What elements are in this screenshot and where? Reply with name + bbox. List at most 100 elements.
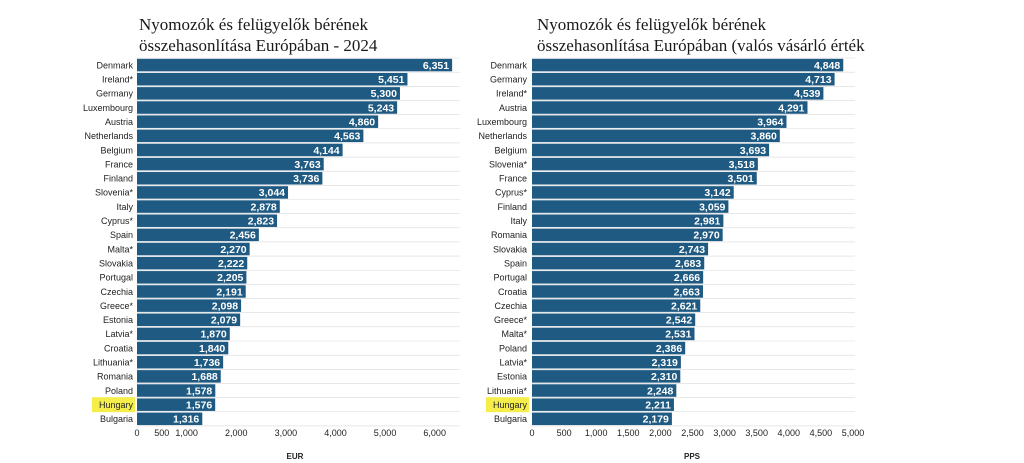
bar	[137, 228, 259, 242]
category-label: Germany	[96, 89, 134, 99]
category-label: Lithuania*	[93, 358, 134, 368]
data-label: 2,248	[647, 385, 673, 397]
bar	[532, 299, 701, 312]
data-label: 4,291	[778, 102, 804, 114]
tick-label: 3,000	[713, 428, 736, 438]
left-chart-title-line1: Nyomozók és felügyelők bérének	[139, 15, 368, 34]
tick-label: 2,000	[225, 428, 248, 438]
bar	[137, 341, 229, 355]
bar	[137, 398, 216, 411]
bar	[137, 384, 216, 397]
tick-label: 3,500	[745, 428, 768, 438]
category-label: Bulgaria	[100, 414, 133, 424]
tick-label: 500	[154, 428, 169, 438]
data-label: 2,205	[217, 272, 243, 284]
category-label: Italy	[116, 202, 133, 212]
bar	[137, 214, 278, 227]
bar	[137, 72, 408, 86]
data-label: 3,059	[699, 201, 725, 213]
data-label: 2,823	[248, 216, 274, 228]
bar	[532, 412, 672, 426]
bar	[137, 58, 453, 72]
right-chart-title-line2: összehasonlítása Európában (valós vásárl…	[537, 36, 865, 55]
bar	[532, 384, 677, 397]
category-label: Poland	[105, 386, 133, 396]
bar	[137, 355, 224, 369]
data-label: 1,736	[194, 357, 220, 369]
data-label: 6,351	[423, 60, 449, 72]
data-label: 2,098	[212, 300, 238, 312]
left-chart-title-line2: összehasonlítása Európában - 2024	[139, 36, 378, 55]
bar	[532, 341, 686, 355]
bar	[532, 143, 770, 157]
bar	[532, 214, 724, 227]
data-label: 3,518	[729, 159, 755, 171]
data-label: 3,860	[751, 131, 777, 143]
tick-label: 2,000	[649, 428, 672, 438]
tick-label: 6,000	[423, 428, 446, 438]
bar	[532, 313, 696, 327]
data-label: 2,542	[666, 315, 692, 327]
bar	[532, 327, 695, 341]
data-label: 1,870	[200, 329, 226, 341]
bar	[532, 101, 808, 114]
category-label: Hungary	[99, 400, 134, 410]
data-label: 2,310	[651, 371, 677, 383]
tick-label: 0	[134, 428, 139, 438]
x-axis-label: EUR	[287, 452, 304, 461]
data-label: 3,501	[727, 173, 753, 185]
category-label: Belgium	[100, 145, 133, 155]
data-label: 2,970	[693, 230, 719, 242]
data-label: 4,539	[794, 88, 820, 100]
data-label: 4,144	[313, 145, 339, 157]
data-label: 2,878	[251, 201, 277, 213]
tick-label: 3,000	[275, 428, 298, 438]
data-label: 3,763	[294, 159, 320, 171]
bar	[532, 129, 780, 143]
category-label: Czechia	[100, 287, 133, 297]
data-label: 5,243	[368, 102, 394, 114]
data-label: 2,743	[679, 244, 705, 256]
data-label: 2,179	[643, 414, 669, 426]
bar	[532, 58, 844, 72]
data-label: 3,964	[757, 116, 783, 128]
data-label: 4,713	[805, 74, 831, 86]
data-label: 2,222	[218, 258, 244, 270]
data-label: 2,683	[675, 258, 701, 270]
data-label: 2,666	[674, 272, 700, 284]
bar	[137, 87, 400, 100]
data-label: 3,693	[740, 145, 766, 157]
x-axis-label: PPS	[684, 452, 701, 461]
data-label: 4,848	[814, 60, 840, 72]
bar	[532, 172, 757, 185]
category-label: Italy	[510, 216, 527, 226]
data-label: 2,079	[211, 315, 237, 327]
category-label: Slovakia	[99, 258, 133, 268]
bar	[137, 129, 364, 143]
category-label: Romania	[97, 372, 133, 382]
bar	[532, 200, 729, 213]
bar	[137, 299, 242, 312]
data-label: 2,191	[216, 286, 242, 298]
category-label: Malta*	[107, 244, 133, 254]
data-label: 1,578	[186, 385, 212, 397]
tick-label: 2,500	[681, 428, 704, 438]
tick-label: 4,000	[324, 428, 347, 438]
bar	[137, 242, 250, 256]
data-label: 4,860	[349, 116, 375, 128]
bar	[532, 271, 704, 284]
bar	[532, 242, 709, 256]
data-label: 2,319	[652, 357, 678, 369]
tick-label: 500	[557, 428, 572, 438]
bar	[532, 256, 705, 270]
bar	[137, 271, 247, 284]
data-label: 1,688	[191, 371, 217, 383]
category-label: Netherlands	[84, 131, 133, 141]
data-label: 3,044	[259, 187, 285, 199]
bar	[532, 398, 674, 411]
tick-label: 4,000	[778, 428, 801, 438]
data-label: 2,981	[694, 216, 720, 228]
tick-label: 0	[529, 428, 534, 438]
tick-label: 4,500	[810, 428, 833, 438]
category-label: Cyprus*	[101, 216, 134, 226]
